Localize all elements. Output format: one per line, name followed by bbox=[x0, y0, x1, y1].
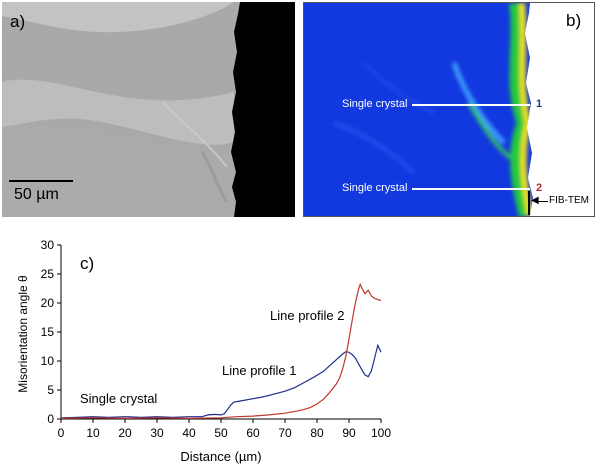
fib-tem-label: FIB-TEM bbox=[549, 195, 589, 206]
x-tick-label: 40 bbox=[182, 426, 196, 440]
x-tick-label: 50 bbox=[214, 426, 228, 440]
profile-marker-2: 2 bbox=[536, 182, 543, 194]
line-profile-chart-panel: c) 0 10 20 30 40 50 60 70 80 90 100 0 5 10 15 20 25 30 Si… bbox=[0, 228, 600, 464]
misorientation-map bbox=[304, 3, 594, 216]
x-tick-label: 30 bbox=[150, 426, 164, 440]
fib-tem-marker bbox=[528, 191, 530, 215]
misorientation-map-panel: b) Single crystal 1 Single crystal 2 ◀ F… bbox=[303, 2, 595, 217]
y-tick-label: 15 bbox=[41, 325, 55, 339]
panel-b-label: b) bbox=[566, 11, 582, 30]
series-line-profile-2 bbox=[60, 282, 382, 420]
scale-bar-label: 50 µm bbox=[14, 186, 59, 203]
panel-c-label: c) bbox=[80, 254, 95, 273]
x-axis-label: Distance (µm) bbox=[180, 449, 261, 464]
y-tick-label: 5 bbox=[47, 383, 54, 397]
sem-image-panel: a) 50 µm bbox=[2, 2, 295, 217]
fib-tem-arrow-line bbox=[538, 201, 548, 202]
profile-marker-1: 1 bbox=[536, 98, 543, 110]
chart-annotation-line-profile-2: Line profile 2 bbox=[270, 308, 344, 323]
sem-micrograph bbox=[2, 2, 295, 217]
x-tick-label: 90 bbox=[342, 426, 356, 440]
y-tick-label: 0 bbox=[47, 412, 54, 426]
misorientation-chart: 0 10 20 30 40 50 60 70 80 90 100 0 5 10 15 20 25 30 Singl… bbox=[16, 238, 392, 464]
profile-line-1 bbox=[412, 104, 530, 106]
scale-bar bbox=[9, 180, 73, 182]
chart-annotation-single-crystal: Single crystal bbox=[80, 391, 157, 406]
profile-line-2 bbox=[412, 188, 530, 190]
chart-series bbox=[60, 282, 382, 420]
x-tick-label: 70 bbox=[278, 426, 292, 440]
x-tick-label: 60 bbox=[246, 426, 260, 440]
x-tick-label: 80 bbox=[310, 426, 324, 440]
arrow-left-icon: ◀ bbox=[531, 195, 539, 206]
x-tick-label: 20 bbox=[118, 426, 132, 440]
panel-a-label: a) bbox=[10, 12, 26, 31]
y-tick-label: 25 bbox=[41, 267, 55, 281]
annotation-single-crystal-2: Single crystal bbox=[342, 182, 408, 194]
annotation-single-crystal-1: Single crystal bbox=[342, 98, 408, 110]
y-axis-label: Misorientation angle θ bbox=[16, 275, 30, 393]
chart-axes: 0 10 20 30 40 50 60 70 80 90 100 0 5 10 15 20 25 30 bbox=[41, 238, 392, 440]
x-tick-label: 100 bbox=[371, 426, 391, 440]
series-line-profile-1 bbox=[60, 343, 382, 419]
y-tick-label: 20 bbox=[41, 296, 55, 310]
x-tick-label: 0 bbox=[58, 426, 65, 440]
x-tick-label: 10 bbox=[86, 426, 100, 440]
chart-annotation-line-profile-1: Line profile 1 bbox=[222, 363, 296, 378]
y-tick-label: 30 bbox=[41, 238, 55, 252]
y-tick-label: 10 bbox=[41, 354, 55, 368]
